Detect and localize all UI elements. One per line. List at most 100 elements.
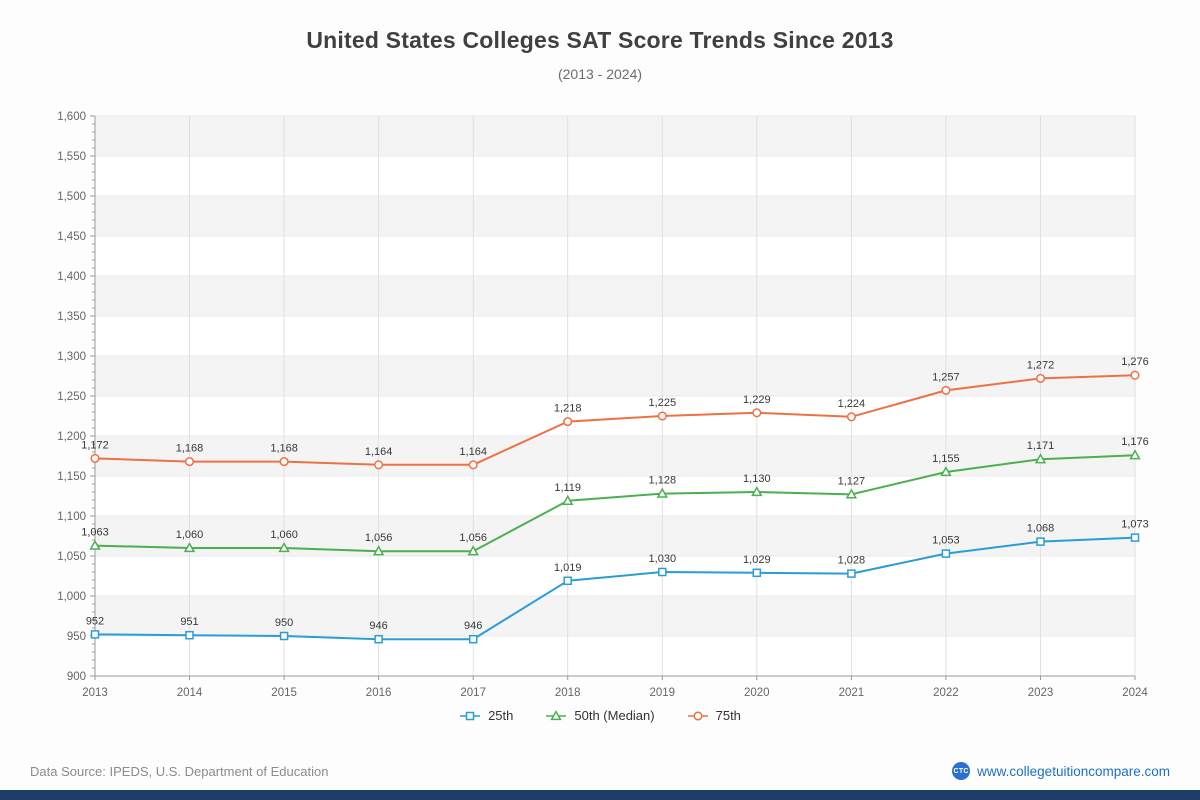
data-label: 1,130 [743, 473, 771, 485]
data-label: 1,030 [649, 553, 677, 565]
data-point-75th [468, 460, 478, 470]
data-label: 946 [464, 620, 482, 632]
data-label: 1,276 [1121, 356, 1149, 368]
data-point-25th [468, 634, 478, 644]
data-point-25th [90, 630, 100, 639]
data-point-50th-median [89, 539, 101, 550]
y-tick-label: 1,100 [57, 511, 86, 523]
legend-triangle-marker-icon [546, 709, 567, 720]
data-point-50th-median [845, 488, 858, 499]
data-point-25th [185, 630, 194, 640]
data-point-75th [1035, 373, 1046, 383]
data-point-75th [752, 408, 762, 418]
y-tick-label: 1,550 [57, 151, 86, 163]
plot-band [95, 356, 1135, 396]
legend-label: 25th [488, 708, 514, 723]
legend-item-50th-median[interactable]: 50th (Median) [545, 708, 655, 723]
data-point-25th [1130, 533, 1140, 542]
x-tick-label: 2013 [82, 687, 108, 699]
plot-band [95, 476, 1135, 516]
data-point-25th [279, 631, 289, 641]
x-tick-label: 2020 [744, 687, 770, 699]
data-label: 1,056 [365, 532, 393, 544]
x-tick-label: 2019 [650, 687, 676, 699]
data-point-75th [279, 457, 289, 467]
y-tick-label: 1,200 [57, 431, 86, 443]
x-tick-label: 2018 [555, 687, 581, 699]
data-point-25th [563, 576, 572, 586]
data-label: 1,068 [1027, 523, 1055, 535]
data-point-50th-median [278, 542, 290, 553]
x-tick-label: 2015 [271, 687, 297, 699]
y-tick-label: 1,350 [57, 311, 86, 323]
plot-band [95, 636, 1135, 676]
plot-band [95, 236, 1135, 276]
legend-circle-marker-icon [687, 710, 708, 721]
legend-label: 75th [715, 708, 741, 723]
data-label: 1,060 [176, 529, 204, 541]
data-label: 951 [180, 616, 198, 628]
data-label: 952 [86, 615, 104, 627]
y-tick-label: 1,500 [57, 191, 86, 203]
data-label: 1,164 [365, 446, 393, 458]
data-label: 1,164 [459, 446, 487, 458]
y-tick-label: 900 [67, 671, 86, 683]
data-point-50th-median [940, 466, 952, 477]
data-point-50th-median [1034, 453, 1047, 464]
x-tick-label: 2023 [1028, 687, 1054, 699]
data-source-text: Data Source: IPEDS, U.S. Department of E… [30, 763, 329, 779]
data-label: 1,176 [1121, 436, 1149, 448]
plot-band [95, 436, 1135, 476]
data-point-75th [374, 460, 384, 470]
data-point-75th [657, 411, 667, 421]
data-label: 1,218 [554, 403, 582, 415]
series-line-25th [94, 536, 1136, 641]
site-link-label: www.collegetuitioncompare.com [977, 763, 1170, 779]
chart-title: United States Colleges SAT Score Trends … [306, 27, 894, 53]
bottom-accent-bar [0, 790, 1200, 800]
chart-subtitle: (2013 - 2024) [557, 66, 643, 82]
data-point-25th [752, 568, 762, 578]
data-label: 1,224 [838, 398, 866, 410]
data-label: 1,128 [649, 475, 677, 487]
plot-band [95, 516, 1135, 556]
data-label: 1,073 [1121, 519, 1149, 531]
data-point-25th [1036, 537, 1045, 546]
sat-trend-line-chart: 900 950 1,000 1,050 1,100 1,150 1,200 1,250 1,30… [57, 111, 1149, 699]
y-tick-label: 1,300 [57, 351, 86, 363]
data-point-50th-median [751, 486, 763, 497]
data-point-50th-median [372, 545, 385, 556]
data-label: 1,257 [932, 371, 960, 383]
data-label: 1,056 [459, 532, 487, 544]
data-label: 1,028 [838, 555, 866, 567]
site-link[interactable]: CTC www.collegetuitioncompare.com [952, 762, 1170, 780]
y-tick-label: 950 [67, 631, 86, 643]
y-tick-label: 1,450 [57, 231, 86, 243]
x-tick-label: 2022 [933, 687, 959, 699]
data-label: 1,019 [554, 562, 582, 574]
data-point-75th [90, 453, 100, 463]
data-label: 1,168 [270, 443, 298, 455]
y-tick-label: 1,150 [57, 471, 86, 483]
y-tick-label: 1,050 [57, 551, 86, 563]
data-point-75th [941, 385, 951, 395]
legend-item-25th[interactable]: 25th [459, 708, 513, 723]
legend-item-75th[interactable]: 75th [687, 708, 741, 723]
data-label: 1,155 [932, 453, 960, 465]
data-point-50th-median [183, 542, 196, 553]
x-tick-label: 2017 [460, 687, 486, 699]
data-label: 1,168 [176, 443, 204, 455]
x-tick-label: 2016 [366, 687, 392, 699]
data-point-75th [1130, 370, 1140, 380]
y-tick-label: 1,000 [57, 591, 86, 603]
y-tick-label: 1,600 [57, 111, 86, 123]
data-label: 1,172 [81, 439, 109, 451]
data-label: 950 [275, 617, 293, 629]
data-label: 1,060 [270, 529, 298, 541]
footer: Data Source: IPEDS, U.S. Department of E… [0, 762, 1200, 780]
data-label: 1,063 [81, 527, 109, 539]
data-point-25th [941, 549, 951, 558]
data-point-75th [846, 412, 856, 422]
x-tick-label: 2014 [177, 687, 203, 699]
x-tick-label: 2021 [839, 687, 865, 699]
